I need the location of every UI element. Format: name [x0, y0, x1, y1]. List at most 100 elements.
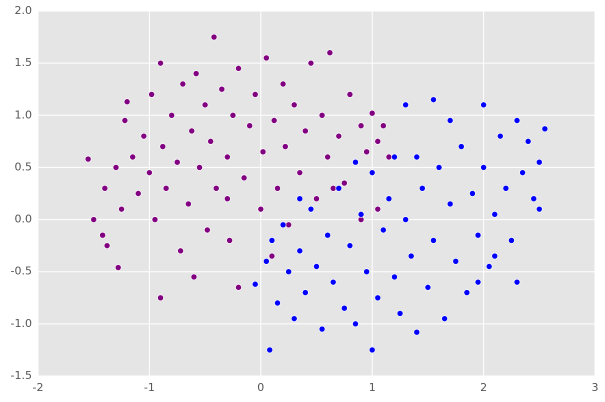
point — [90, 216, 97, 223]
point — [148, 91, 155, 98]
point — [129, 153, 136, 161]
point — [290, 315, 298, 322]
plot-area — [38, 11, 595, 376]
point — [302, 127, 309, 135]
point — [196, 164, 203, 171]
point — [508, 237, 515, 244]
point — [497, 132, 504, 140]
point — [201, 101, 209, 109]
point — [368, 169, 376, 176]
point — [226, 237, 233, 244]
point — [341, 304, 348, 312]
point — [151, 216, 159, 223]
point — [346, 242, 354, 249]
point — [513, 278, 521, 286]
y-tick-label: -1.5 — [11, 369, 32, 382]
point — [210, 33, 218, 41]
point — [157, 294, 164, 302]
point — [263, 54, 270, 62]
point — [307, 205, 315, 213]
point — [134, 190, 142, 197]
point — [290, 101, 298, 109]
point — [101, 184, 109, 192]
point — [157, 59, 164, 67]
point — [162, 184, 170, 192]
point — [207, 138, 214, 145]
point — [251, 280, 259, 288]
point — [179, 80, 187, 88]
point — [391, 153, 398, 161]
point — [385, 195, 393, 203]
point — [274, 184, 281, 192]
point — [173, 158, 181, 166]
point — [513, 117, 521, 124]
point — [318, 325, 326, 333]
point — [419, 184, 426, 192]
point — [235, 284, 242, 291]
point — [251, 91, 259, 98]
y-tick-label: 1.5 — [15, 56, 33, 69]
point — [352, 158, 359, 166]
point — [357, 122, 365, 130]
y-tick-label: -0.5 — [11, 265, 32, 278]
point — [270, 117, 278, 124]
point — [374, 138, 382, 145]
point — [335, 132, 343, 140]
point — [430, 96, 437, 103]
point — [346, 91, 354, 98]
point — [313, 195, 320, 203]
point — [380, 226, 387, 234]
point — [474, 278, 482, 286]
point — [335, 184, 343, 192]
y-tick-label: 0.5 — [15, 160, 33, 173]
point — [146, 169, 153, 176]
point — [430, 237, 437, 244]
point — [296, 195, 304, 203]
point — [313, 263, 320, 270]
point — [424, 284, 432, 291]
point — [541, 125, 549, 133]
point — [352, 320, 359, 328]
point — [235, 65, 242, 72]
point — [212, 184, 220, 192]
point — [530, 195, 538, 203]
point — [279, 80, 287, 88]
point — [524, 138, 532, 145]
point — [263, 257, 270, 265]
point — [341, 179, 348, 187]
point — [218, 85, 226, 93]
point — [441, 315, 448, 322]
x-tick-label: 1 — [369, 381, 376, 394]
point — [240, 174, 248, 182]
point — [121, 117, 129, 124]
point — [446, 200, 454, 208]
point — [469, 190, 476, 197]
point — [285, 221, 292, 229]
point — [279, 221, 287, 229]
point — [168, 111, 175, 119]
point — [435, 164, 443, 171]
y-tick-label: 0.0 — [15, 213, 33, 226]
y-tick-label: 2.0 — [15, 4, 33, 17]
point — [177, 247, 184, 255]
point — [274, 299, 281, 307]
point — [458, 143, 465, 150]
point — [391, 273, 398, 281]
point — [413, 328, 421, 336]
point — [324, 153, 331, 161]
point — [502, 184, 510, 192]
point — [185, 200, 192, 208]
x-tick-label: 0 — [257, 381, 264, 394]
point — [204, 226, 211, 234]
point — [329, 278, 337, 286]
point — [368, 346, 376, 354]
point — [259, 148, 267, 156]
point — [357, 211, 365, 218]
point — [363, 148, 370, 156]
point — [485, 263, 493, 270]
point — [407, 252, 415, 260]
point — [112, 164, 120, 171]
point — [266, 346, 274, 354]
point — [159, 143, 167, 150]
point — [368, 109, 376, 117]
